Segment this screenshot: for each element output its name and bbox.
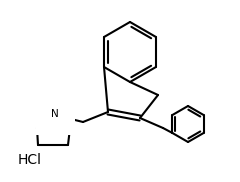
Text: N: N	[51, 109, 59, 119]
Text: HCl: HCl	[18, 153, 42, 167]
